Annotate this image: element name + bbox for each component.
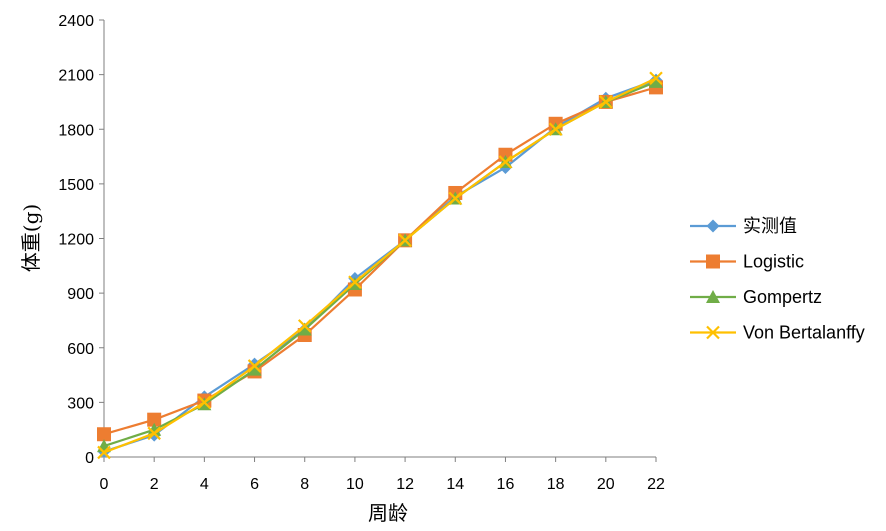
- data-point: [247, 362, 262, 376]
- x-axis-ticks: 0 2 4 6 8 10 12 14 16 18 20 22: [100, 457, 665, 493]
- series-3: [97, 71, 663, 460]
- data-point: [599, 95, 613, 109]
- series-line: [103, 77, 657, 454]
- x-tick-label: 22: [647, 476, 665, 493]
- y-tick-label: 2100: [58, 68, 94, 85]
- legend-marker: [706, 219, 720, 233]
- legend-item: 实测值: [690, 216, 797, 236]
- data-point: [498, 155, 513, 169]
- legend-item: Gompertz: [690, 287, 822, 307]
- data-point: [297, 319, 312, 333]
- x-axis-title: 周龄: [368, 501, 408, 525]
- x-tick-label: 18: [547, 476, 565, 493]
- data-point: [247, 359, 262, 373]
- legend-label: Gompertz: [743, 287, 822, 307]
- data-point: [297, 322, 312, 336]
- data-point: [348, 275, 362, 289]
- legend-label: 实测值: [743, 216, 797, 236]
- x-tick-label: 10: [346, 476, 364, 493]
- data-point: [147, 426, 161, 441]
- legend-item: Von Bertalanffy: [690, 323, 865, 343]
- x-tick-label: 12: [396, 476, 414, 493]
- legend-label: Von Bertalanffy: [743, 323, 865, 343]
- data-point: [649, 74, 663, 88]
- data-point: [649, 71, 663, 86]
- legend-item: Logistic: [690, 252, 804, 272]
- x-tick-label: 2: [150, 476, 159, 493]
- data-point: [448, 191, 463, 206]
- data-point: [197, 395, 212, 410]
- y-tick-label: 0: [85, 450, 94, 467]
- series-layer: [97, 71, 663, 460]
- x-tick-label: 4: [200, 476, 209, 493]
- data-point: [97, 427, 111, 442]
- series-2: [97, 74, 663, 453]
- y-tick-label: 600: [67, 341, 94, 358]
- legend-marker: [706, 254, 720, 269]
- legend-marker: [706, 290, 720, 303]
- x-tick-label: 0: [100, 476, 109, 493]
- legend-label: Logistic: [743, 252, 804, 272]
- y-axis-title: 体重(g): [19, 204, 43, 272]
- x-tick-label: 14: [446, 476, 464, 493]
- y-tick-label: 900: [67, 286, 94, 303]
- y-tick-label: 2400: [58, 13, 94, 30]
- y-tick-label: 1500: [58, 177, 94, 194]
- legend-marker: [706, 325, 720, 340]
- plot-area: 0 300 600 900 1200 1500 1800 2100 2400 0 2 4 6 8 10 12…: [58, 13, 665, 493]
- x-tick-label: 20: [597, 476, 615, 493]
- y-tick-label: 1200: [58, 232, 94, 249]
- data-point: [147, 412, 162, 427]
- x-tick-label: 8: [300, 476, 309, 493]
- data-point: [398, 233, 412, 248]
- legend: 实测值 Logistic Gompertz Von Bertalanffy: [690, 216, 865, 343]
- y-tick-label: 1800: [58, 122, 94, 139]
- series-line: [103, 86, 657, 436]
- y-axis-ticks: 0 300 600 900 1200 1500 1800 2100 2400: [58, 13, 104, 467]
- x-tick-label: 16: [497, 476, 515, 493]
- y-tick-label: 300: [67, 395, 94, 412]
- data-point: [97, 445, 111, 460]
- x-tick-label: 6: [250, 476, 259, 493]
- data-point: [548, 122, 563, 137]
